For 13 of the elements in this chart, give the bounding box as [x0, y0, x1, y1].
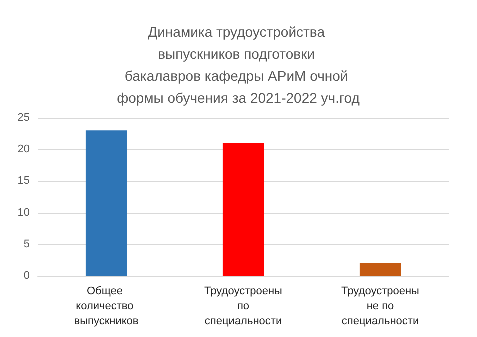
y-tick-label: 15	[18, 175, 30, 188]
bar	[222, 143, 264, 276]
y-tick-label: 20	[18, 144, 30, 156]
bar	[360, 263, 402, 276]
x-tick-label: Общее количество выпускников	[74, 286, 139, 328]
y-tick-label: 10	[18, 206, 30, 219]
x-tick-label: Трудоустроены не по специальности	[342, 286, 420, 328]
bar	[86, 130, 128, 276]
y-tick-label: 5	[24, 238, 30, 250]
chart-title: Динамика трудоустройства выпускников подготовки бакалавров кафедры АРиМ очной формы обучения за 2021-2022 уч.год	[117, 24, 360, 106]
x-tick-label: Трудоустроены по специальности	[204, 286, 283, 328]
y-tick-label: 25	[18, 112, 30, 124]
y-tick-label: 0	[24, 270, 30, 282]
